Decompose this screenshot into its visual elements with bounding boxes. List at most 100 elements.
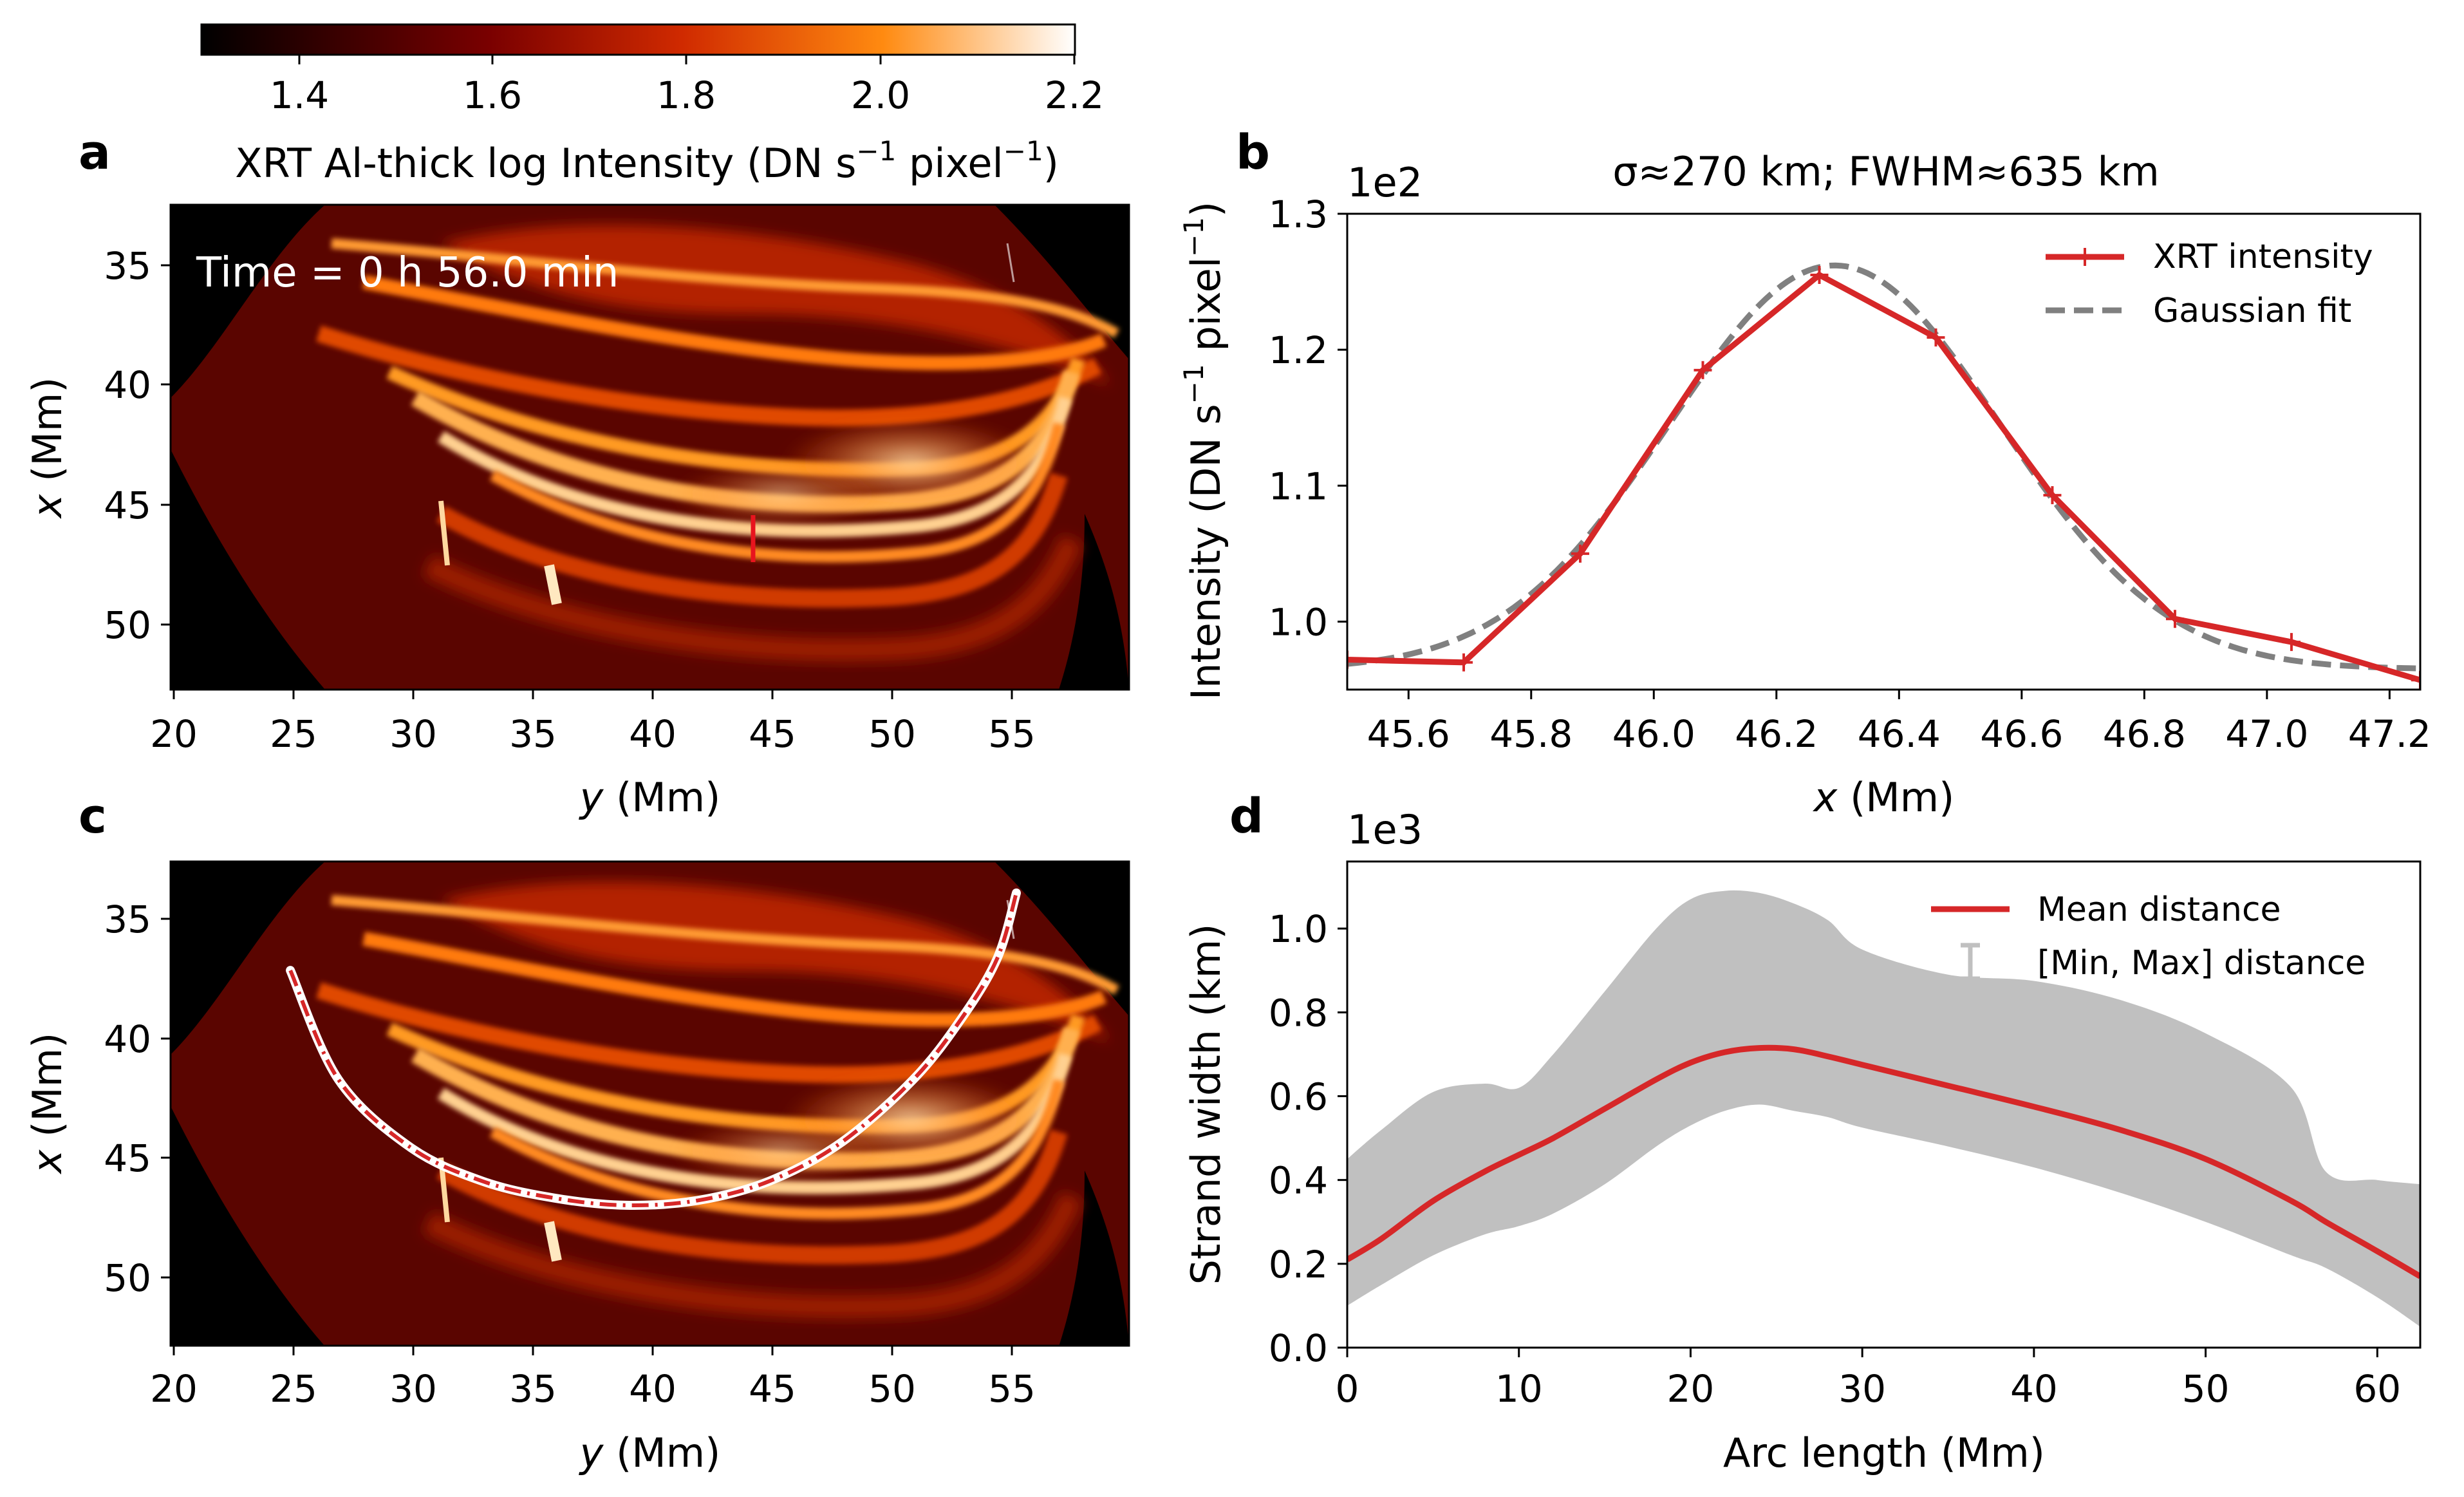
x-tick-label: 35 [509, 1367, 557, 1411]
xrt-intensity-point [2165, 610, 2184, 628]
colorbar-tick-label: 2.0 [851, 73, 910, 117]
panel-a-letter: a [79, 125, 111, 180]
legend-label-minmax: [Min, Max] distance [2037, 944, 2366, 983]
legend-errorbar-icon [1961, 943, 1980, 981]
panel-a-frame [169, 203, 1130, 691]
x-tick-label: 50 [868, 712, 916, 756]
x-tick-label: 55 [988, 1367, 1036, 1411]
panel-b-xticks: 45.6 45.8 46.0 46.2 46.4 46.6 46.8 47.0 47.2 [1367, 690, 2431, 756]
y-tick-label: 0.8 [1269, 991, 1328, 1035]
panel-d-legend: Mean distance [Min, Max] distance [1931, 890, 2366, 983]
x-tick-label: 10 [1495, 1367, 1543, 1411]
y-tick-label: 35 [104, 244, 151, 288]
x-tick-label: 47.2 [2348, 712, 2431, 756]
panel-a-ylabel: x (Mm) [24, 377, 71, 520]
x-tick-label: 50 [2182, 1367, 2230, 1411]
y-tick-label: 50 [104, 1256, 151, 1300]
x-tick-label: 45 [749, 712, 796, 756]
panel-b-frame [1346, 212, 2422, 691]
colorbar-tick-label: 1.6 [463, 73, 522, 117]
panel-d: d 1e3 0 10 20 30 40 50 60 0.0 0.2 0.4 0.6 0.8 1.0 A… [1182, 789, 2422, 1476]
y-tick-label: 1.0 [1269, 907, 1328, 951]
y-tick-label: 1.2 [1269, 328, 1328, 372]
colorbar-tick-label: 1.8 [657, 73, 716, 117]
panel-c-yticks: 35 40 45 50 [104, 898, 171, 1300]
x-tick-label: 20 [150, 1367, 198, 1411]
panel-a-title: XRT Al-thick log Intensity (DN s−1 pixel… [235, 135, 1059, 187]
xrt-intensity-point [1347, 650, 1356, 669]
panel-d-xlabel: Arc length (Mm) [1723, 1429, 2045, 1476]
panel-b-title: σ≈270 km; FWHM≈635 km [1612, 148, 2160, 195]
x-tick-label: 40 [2010, 1367, 2058, 1411]
x-tick-label: 30 [389, 1367, 437, 1411]
x-tick-label: 25 [270, 712, 317, 756]
x-tick-label: 46.2 [1735, 712, 1818, 756]
colorbar: 1.4 1.6 1.8 2.0 2.2 [200, 23, 1104, 117]
panel-a-xlabel: y (Mm) [579, 774, 721, 821]
colorbar-tick-label: 2.2 [1045, 73, 1104, 117]
panel-a-time-annotation: Time = 0 h 56.0 min [196, 249, 619, 297]
x-tick-label: 50 [868, 1367, 916, 1411]
x-tick-label: 30 [389, 712, 437, 756]
y-tick-label: 40 [104, 363, 151, 407]
y-tick-label: 0.6 [1269, 1075, 1328, 1118]
y-tick-label: 45 [104, 484, 151, 527]
panel-a-yticks: 35 40 45 50 [104, 244, 171, 647]
panel-d-ylabel: Strand width (km) [1182, 924, 1229, 1285]
panel-d-frame [1346, 860, 2422, 1349]
panel-b-offset: 1e2 [1347, 159, 1423, 206]
legend-label-mean: Mean distance [2037, 890, 2281, 929]
x-tick-label: 47.0 [2225, 712, 2308, 756]
panel-b-letter: b [1236, 125, 1270, 180]
mean-distance-line [1347, 1044, 2420, 1279]
xrt-intensity-point [1694, 361, 1712, 379]
panel-d-letter: d [1229, 789, 1264, 844]
x-tick-label: 55 [988, 712, 1036, 756]
xrt-intensity-point [1454, 653, 1473, 672]
x-tick-label: 45.6 [1367, 712, 1450, 756]
y-tick-label: 0.0 [1269, 1326, 1328, 1370]
panel-c-heatmap [171, 861, 1129, 1346]
panel-c-ylabel: x (Mm) [24, 1033, 71, 1175]
y-tick-label: 1.3 [1269, 193, 1328, 236]
x-tick-label: 20 [1667, 1367, 1715, 1411]
xrt-intensity-markers [1347, 266, 2420, 690]
panel-c-letter: c [79, 789, 107, 844]
x-tick-label: 46.0 [1612, 712, 1695, 756]
x-tick-label: 30 [1838, 1367, 1886, 1411]
x-tick-label: 46.4 [1858, 712, 1941, 756]
panel-a-xticks: 20 25 30 35 40 45 50 55 [150, 690, 1036, 756]
x-tick-label: 0 [1336, 1367, 1359, 1411]
xrt-intensity-point [1571, 544, 1589, 563]
panel-d-offset: 1e3 [1347, 806, 1423, 853]
y-tick-label: 45 [104, 1136, 151, 1180]
y-tick-label: 40 [104, 1017, 151, 1061]
xrt-intensity-point [2282, 633, 2301, 652]
panel-c-xticks: 20 25 30 35 40 45 50 55 [150, 1346, 1036, 1411]
x-tick-label: 45.8 [1489, 712, 1573, 756]
panel-b-xlabel: x (Mm) [1813, 774, 1955, 821]
xrt-intensity-point [1810, 266, 1829, 285]
y-tick-label: 0.4 [1269, 1159, 1328, 1203]
y-tick-label: 1.0 [1269, 600, 1328, 644]
colorbar-gradient [200, 23, 1076, 56]
y-tick-label: 50 [104, 603, 151, 647]
x-tick-label: 46.6 [1980, 712, 2063, 756]
panel-a: a XRT Al-thick log Intensity (DN s−1 pix… [24, 125, 1130, 821]
legend-label-gaussian: Gaussian fit [2153, 292, 2351, 330]
panel-d-yticks: 0.0 0.2 0.4 0.6 0.8 1.0 [1269, 907, 1347, 1370]
panel-b-yticks: 1.0 1.1 1.2 1.3 [1269, 193, 1347, 644]
panel-c: c 20 25 30 35 40 45 50 55 [24, 789, 1130, 1476]
x-tick-label: 40 [629, 1367, 677, 1411]
strand-arc-path [288, 892, 1018, 1208]
x-tick-label: 46.8 [2103, 712, 2186, 756]
x-tick-label: 20 [150, 712, 198, 756]
x-tick-label: 35 [509, 712, 557, 756]
y-tick-label: 1.1 [1269, 464, 1328, 508]
x-tick-label: 60 [2353, 1367, 2401, 1411]
xrt-intensity-point [1927, 328, 1945, 347]
xrt-intensity-point [2043, 486, 2062, 505]
xrt-intensity-line [1347, 271, 2420, 683]
legend-label-xrt: XRT intensity [2153, 238, 2373, 276]
xrt-intensity-point [2411, 671, 2420, 690]
